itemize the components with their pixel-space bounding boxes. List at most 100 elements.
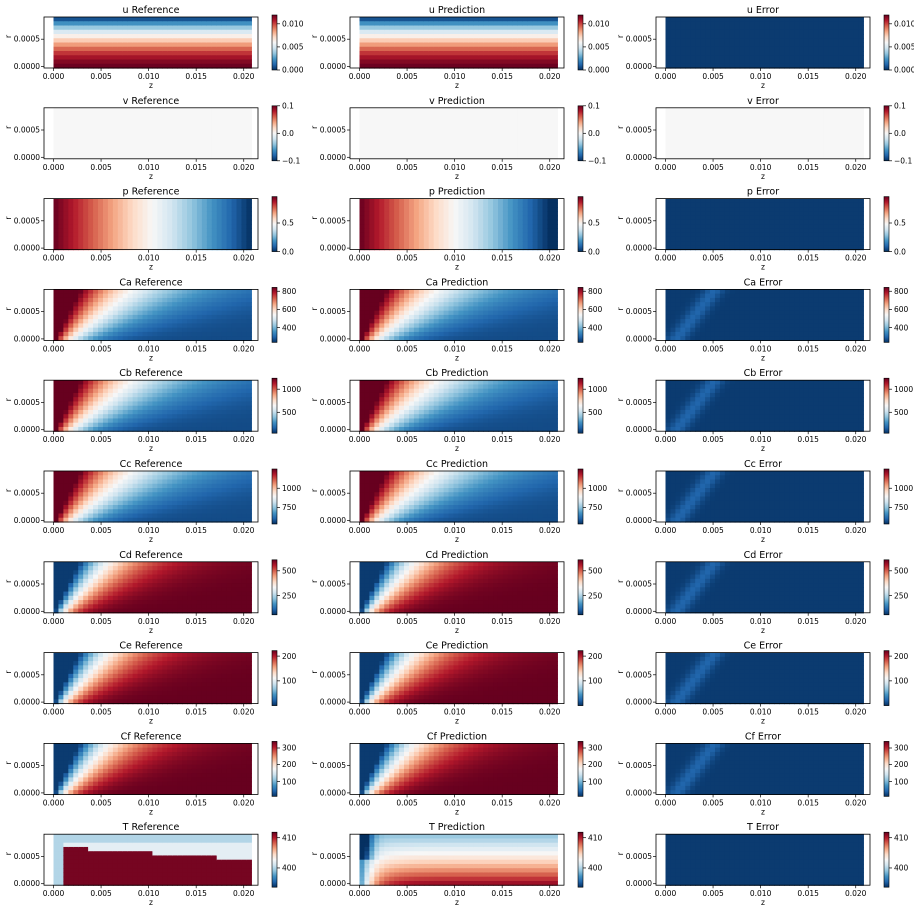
heatmap-cell	[112, 51, 119, 56]
heatmap-cell	[443, 63, 450, 69]
heatmap-cell	[102, 63, 109, 69]
heatmap-cell	[448, 154, 455, 160]
heatmap-cell	[744, 63, 751, 69]
heatmap-cell	[107, 42, 114, 48]
heatmap-cell	[172, 323, 178, 329]
heatmap-cell	[843, 124, 850, 130]
heatmap-cell	[789, 51, 795, 56]
heatmap-cell	[828, 107, 835, 113]
heatmap-cell	[172, 302, 178, 307]
heatmap-cell	[749, 21, 756, 27]
heatmap-cell	[246, 25, 252, 31]
heatmap-cell	[739, 146, 746, 151]
heatmap-cell	[63, 232, 69, 238]
heatmap-cell	[468, 120, 474, 126]
heatmap-cell	[779, 211, 785, 217]
heatmap-cell	[147, 129, 154, 134]
heatmap-cell	[157, 289, 163, 295]
heatmap-cell	[438, 38, 445, 44]
heatmap-cell	[132, 46, 139, 52]
heatmap-cell	[784, 232, 790, 238]
heatmap-cell	[379, 63, 385, 69]
heatmap-cell	[744, 34, 751, 39]
heatmap-cell	[705, 107, 711, 113]
heatmap-cell	[142, 55, 149, 61]
heatmap-cell	[102, 232, 109, 238]
heatmap-cell	[404, 46, 410, 52]
heatmap-cell	[705, 219, 711, 225]
heatmap-cell	[714, 198, 721, 204]
heatmap-cell	[172, 228, 178, 234]
heatmap-cell	[794, 137, 800, 143]
heatmap-cell	[433, 112, 440, 117]
heatmap-cell	[191, 232, 198, 238]
heatmap-cell	[369, 137, 375, 143]
heatmap-cell	[162, 232, 168, 238]
heatmap-cell	[226, 46, 233, 52]
heatmap-cell	[408, 25, 415, 31]
heatmap-cell	[73, 34, 79, 39]
heatmap-cell	[88, 331, 94, 337]
heatmap-cell	[512, 21, 519, 27]
heatmap-cell	[384, 236, 390, 242]
heatmap-cell	[187, 51, 193, 56]
heatmap-cell	[665, 42, 672, 48]
heatmap-cell	[823, 241, 830, 246]
heatmap-cell	[142, 219, 149, 225]
colorbar	[883, 105, 890, 162]
heatmap-cell	[537, 46, 544, 52]
heatmap-cell	[78, 215, 84, 221]
heatmap-cell	[710, 38, 716, 44]
heatmap-cell	[759, 17, 766, 22]
heatmap-cell	[191, 133, 198, 139]
heatmap-cell	[369, 120, 375, 126]
heatmap-cell	[428, 133, 435, 139]
heatmap-cell	[122, 112, 129, 117]
heatmap-cell	[102, 245, 109, 251]
heatmap-cell	[384, 55, 390, 61]
heatmap-cell	[517, 241, 524, 246]
heatmap-cell	[246, 150, 252, 156]
heatmap-cell	[848, 133, 855, 139]
heatmap-cell	[152, 141, 158, 147]
heatmap-cell	[102, 17, 109, 22]
heatmap-cell	[162, 245, 168, 251]
heatmap-cell	[112, 310, 119, 316]
heatmap-cell	[241, 124, 247, 130]
heatmap-cell	[167, 154, 173, 160]
heatmap-cell	[68, 137, 74, 143]
heatmap-cell	[211, 297, 218, 303]
heatmap-cell	[695, 133, 701, 139]
heatmap-cell	[478, 59, 484, 65]
heatmap-cell	[552, 245, 558, 251]
heatmap-cell	[162, 215, 168, 221]
heatmap-cell	[423, 236, 430, 242]
heatmap-cell	[147, 215, 154, 221]
heatmap-cell	[102, 228, 109, 234]
heatmap-cell	[196, 55, 203, 61]
heatmap-cell	[438, 133, 445, 139]
heatmap-field	[359, 107, 558, 160]
heatmap-cell	[226, 34, 233, 39]
heatmap-cell	[433, 150, 440, 156]
heatmap-cell	[719, 129, 726, 134]
heatmap-cell	[729, 129, 736, 134]
heatmap-cell	[98, 112, 104, 117]
heatmap-cell	[187, 202, 193, 208]
heatmap-cell	[453, 51, 460, 56]
heatmap-cell	[532, 17, 539, 22]
heatmap-cell	[675, 224, 681, 229]
heatmap-cell	[107, 224, 114, 229]
panel-title: v Prediction	[429, 96, 485, 107]
heatmap-cell	[152, 146, 158, 151]
heatmap-cell	[858, 116, 864, 122]
heatmap-cell	[98, 289, 104, 295]
heatmap-cell	[142, 327, 149, 333]
heatmap-cell	[162, 120, 168, 126]
heatmap-cell	[399, 124, 405, 130]
heatmap-cell	[724, 120, 731, 126]
heatmap-cell	[221, 150, 228, 156]
heatmap-cell	[764, 236, 770, 242]
heatmap-cell	[665, 224, 672, 229]
heatmap-cell	[813, 107, 820, 113]
